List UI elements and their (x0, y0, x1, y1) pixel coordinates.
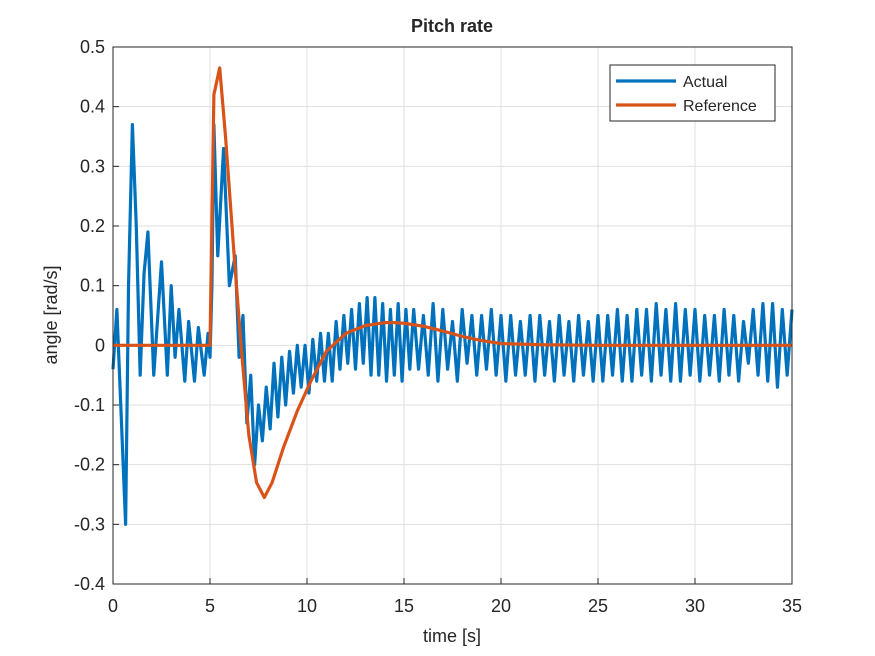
y-tick-label: 0.2 (80, 216, 105, 236)
y-tick-label: 0.1 (80, 276, 105, 296)
y-tick-label: -0.4 (74, 574, 105, 594)
x-tick-label: 0 (108, 596, 118, 616)
y-tick-label: 0 (95, 335, 105, 355)
x-tick-label: 30 (685, 596, 705, 616)
x-tick-label: 20 (491, 596, 511, 616)
x-tick-label: 35 (782, 596, 802, 616)
x-tick-label: 5 (205, 596, 215, 616)
x-tick-label: 10 (297, 596, 317, 616)
y-tick-label: 0.5 (80, 37, 105, 57)
x-tick-label: 15 (394, 596, 414, 616)
y-tick-label: 0.3 (80, 156, 105, 176)
legend: Actual Reference (609, 64, 776, 122)
series-line (113, 66, 792, 500)
legend-label: Actual (683, 74, 727, 91)
x-axis-label: time [s] (423, 626, 481, 646)
y-tick-label: -0.3 (74, 514, 105, 534)
y-axis-label: angle [rad/s] (41, 265, 61, 364)
legend-box (609, 64, 776, 122)
chart-title: Pitch rate (411, 16, 493, 36)
y-tick-label: 0.4 (80, 97, 105, 117)
series-line (111, 122, 794, 526)
x-tick-label: 25 (588, 596, 608, 616)
axes-box (112, 46, 793, 585)
y-tick-label: -0.2 (74, 455, 105, 475)
y-tick-label: -0.1 (74, 395, 105, 415)
legend-label: Reference (683, 98, 757, 115)
